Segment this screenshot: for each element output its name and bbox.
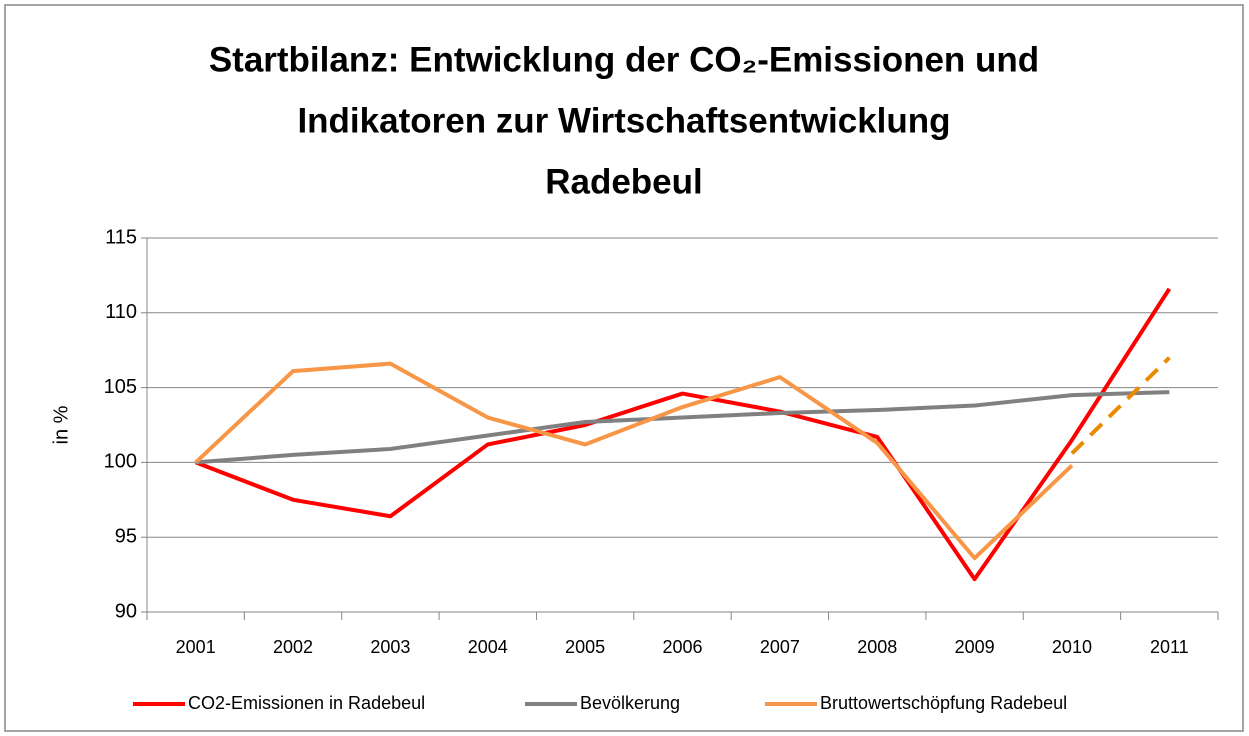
x-tick-label: 2001	[176, 637, 216, 657]
x-tick-label: 2002	[273, 637, 313, 657]
x-tick-label: 2003	[370, 637, 410, 657]
series-line	[194, 361, 1074, 561]
chart-title: Radebeul	[545, 162, 703, 201]
x-tick-label: 2007	[760, 637, 800, 657]
x-tick-label: 2009	[955, 637, 995, 657]
series-line	[194, 287, 1172, 582]
x-tick-label: 2005	[565, 637, 605, 657]
chart-title: Indikatoren zur Wirtschaftsentwicklung	[297, 101, 950, 140]
y-tick-label: 100	[104, 451, 137, 473]
legend-label: Bevölkerung	[580, 693, 680, 713]
series-line	[195, 390, 1170, 465]
y-tick-label: 95	[115, 525, 137, 547]
x-tick-label: 2006	[662, 637, 702, 657]
y-tick-label: 115	[105, 226, 137, 248]
y-tick-label: 105	[104, 376, 137, 398]
legend-label: Bruttowertschöpfung Radebeul	[820, 693, 1067, 713]
chart-border	[4, 4, 1244, 732]
y-tick-label: 110	[105, 301, 137, 323]
y-tick-label: 90	[115, 600, 137, 622]
x-tick-label: 2004	[468, 637, 508, 657]
x-tick-label: 2008	[857, 637, 897, 657]
chart-title: Startbilanz: Entwicklung der CO₂-Emissio…	[209, 40, 1039, 79]
x-tick-label: 2011	[1150, 637, 1189, 657]
legend-label: CO2-Emissionen in Radebeul	[188, 693, 425, 713]
trend-line	[1070, 356, 1171, 455]
y-axis-title: in %	[50, 405, 72, 444]
x-tick-label: 2010	[1052, 637, 1092, 657]
